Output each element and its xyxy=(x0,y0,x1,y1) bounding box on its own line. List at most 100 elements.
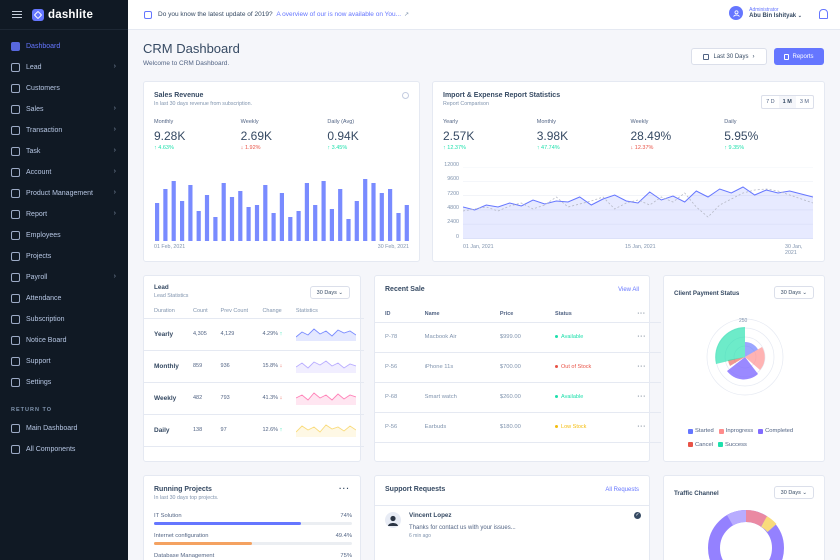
project-percent: 75% xyxy=(340,553,352,559)
sidebar-item-payroll[interactable]: Payroll › xyxy=(0,267,128,288)
change-value: 15.8% xyxy=(262,363,279,369)
sidebar-item-dashboard[interactable]: Dashboard xyxy=(0,36,128,57)
user-menu[interactable]: Administrator Abu Bin Ishityak ⌄ xyxy=(729,6,802,20)
range-option-7d[interactable]: 7 D xyxy=(766,99,775,105)
sidebar-item-subscription[interactable]: Subscription xyxy=(0,309,128,330)
request-time: 6 min ago xyxy=(409,533,431,539)
more-options-icon[interactable]: ··· xyxy=(637,424,647,430)
help-icon[interactable] xyxy=(402,92,409,99)
sidebar-item-support[interactable]: Support xyxy=(0,351,128,372)
notice-link[interactable]: A overview of our is now available on Yo… xyxy=(276,11,402,18)
table-row[interactable]: P-56 iPhone 11s $700.00 Out of Stock ··· xyxy=(375,352,661,383)
sidebar-item-lead[interactable]: Lead › xyxy=(0,57,128,78)
users-icon xyxy=(11,84,20,93)
card-subtitle: Lead Statistics xyxy=(154,293,189,299)
table-row[interactable]: P-56 Earbuds $180.00 Low Stock ··· xyxy=(375,412,661,443)
actions-cell: ··· xyxy=(627,382,661,413)
sidebar-item-main-dashboard[interactable]: Main Dashboard xyxy=(0,418,128,439)
status-dot xyxy=(555,365,559,369)
dropdown-label: 30 Days xyxy=(780,489,801,496)
sidebar-item-projects[interactable]: Projects xyxy=(0,246,128,267)
sidebar-nav: Dashboard Lead › Customers Sales › Transaction… xyxy=(0,30,128,393)
progress-track xyxy=(154,542,352,545)
status-dot xyxy=(555,395,559,399)
sidebar-item-settings[interactable]: Settings xyxy=(0,372,128,393)
support-request-item[interactable]: Vincent Lopez Thanks for contact us with… xyxy=(385,512,641,539)
y-tick: 7200 xyxy=(447,190,459,197)
stat-change: ↑ 12.37% xyxy=(443,145,537,151)
external-link-icon[interactable]: ↗ xyxy=(404,12,410,18)
stat-change-value: 1.92% xyxy=(244,145,261,151)
revenue-bar xyxy=(313,205,318,241)
reports-button[interactable]: Reports xyxy=(774,48,824,65)
all-requests-link[interactable]: All Requests xyxy=(605,487,639,493)
arrow-up-icon: ↑ xyxy=(279,427,283,433)
arrow-down-icon: ↓ xyxy=(630,145,634,151)
x-tick: 01 Jan, 2021 xyxy=(463,244,494,250)
chevron-right-icon: › xyxy=(113,168,116,175)
id-cell: P-68 xyxy=(375,382,415,413)
sidebar-item-product-management[interactable]: Product Management › xyxy=(0,183,128,204)
revenue-bar xyxy=(279,193,284,241)
more-options-icon[interactable]: ··· xyxy=(637,364,647,370)
arrow-down-icon: ↓ xyxy=(279,395,283,401)
avatar[interactable] xyxy=(729,6,744,20)
sidebar-item-notice-board[interactable]: Notice Board xyxy=(0,330,128,351)
stat-change-value: 12.37% xyxy=(447,145,466,151)
legend-label: Success xyxy=(725,441,747,448)
change-value: 41.3% xyxy=(262,395,279,401)
date-range-button[interactable]: Last 30 Days › xyxy=(691,48,767,65)
revenue-bar xyxy=(388,189,393,241)
layers-icon xyxy=(11,445,20,454)
table-row[interactable]: P-78 Macbook Air $999.00 Available ··· xyxy=(375,322,661,353)
sidebar-item-employees[interactable]: Employees xyxy=(0,225,128,246)
chevron-right-icon: › xyxy=(113,63,116,70)
range-option-3m[interactable]: 3 M xyxy=(799,99,809,105)
count-cell: 4,305 xyxy=(182,318,211,351)
sidebar-item-sales[interactable]: Sales › xyxy=(0,99,128,120)
more-options-icon[interactable]: ··· xyxy=(637,311,646,318)
period-dropdown[interactable]: 30 Days ⌄ xyxy=(309,286,350,299)
arrow-down-icon: ↓ xyxy=(279,363,283,369)
chevron-right-icon: › xyxy=(752,53,755,60)
progress-fill xyxy=(154,542,252,545)
revenue-bar xyxy=(155,203,160,241)
period-dropdown[interactable]: 30 Days ⌄ xyxy=(773,286,814,299)
revenue-bar xyxy=(329,209,334,241)
sidebar-item-customers[interactable]: Customers xyxy=(0,78,128,99)
sidebar-item-report[interactable]: Report › xyxy=(0,204,128,225)
sidebar-item-transaction[interactable]: Transaction › xyxy=(0,120,128,141)
menu-toggle-icon[interactable] xyxy=(12,10,22,19)
sidebar-item-label: All Components xyxy=(26,446,76,453)
legend-swatch xyxy=(688,428,693,434)
statistics-cell xyxy=(285,318,364,351)
bell-icon[interactable] xyxy=(819,9,828,19)
more-options-icon[interactable]: ··· xyxy=(339,484,350,493)
card-title: Sales Revenue xyxy=(154,92,204,99)
more-options-icon[interactable]: ··· xyxy=(637,334,647,340)
logo-icon[interactable] xyxy=(32,8,44,21)
range-option-1m[interactable]: 1 M xyxy=(778,96,796,108)
table-row[interactable]: P-68 Smart watch $260.00 Available ··· xyxy=(375,382,661,413)
sidebar-item-attendance[interactable]: Attendance xyxy=(0,288,128,309)
stat-label: Monthly xyxy=(536,119,557,125)
revenue-bar xyxy=(304,183,309,241)
sidebar-item-task[interactable]: Task › xyxy=(0,141,128,162)
lead-card: Lead Lead Statistics 30 Days ⌄ Duration C… xyxy=(143,275,364,462)
change-value: 12.6% xyxy=(262,427,279,433)
more-options-icon[interactable]: ··· xyxy=(637,394,647,400)
sidebar-item-account[interactable]: Account › xyxy=(0,162,128,183)
x-tick: 30 Jan, 2021 xyxy=(785,244,803,256)
brand-name[interactable]: dashlite xyxy=(48,8,94,21)
view-all-link[interactable]: View All xyxy=(618,287,639,293)
sidebar-item-all-components[interactable]: All Components xyxy=(0,439,128,460)
notice-icon xyxy=(144,10,152,19)
revenue-bar xyxy=(263,185,268,241)
stat-value: 0.94K xyxy=(327,129,359,143)
revenue-bar xyxy=(254,205,260,241)
actions-header: ··· xyxy=(627,307,661,323)
legend-item: Inprogress xyxy=(718,425,753,437)
revenue-bar xyxy=(354,201,359,241)
period-dropdown[interactable]: 30 Days ⌄ xyxy=(773,486,814,499)
sale-table: ID Name Price Status ··· P-78 Macbook Air $9… xyxy=(375,307,661,443)
